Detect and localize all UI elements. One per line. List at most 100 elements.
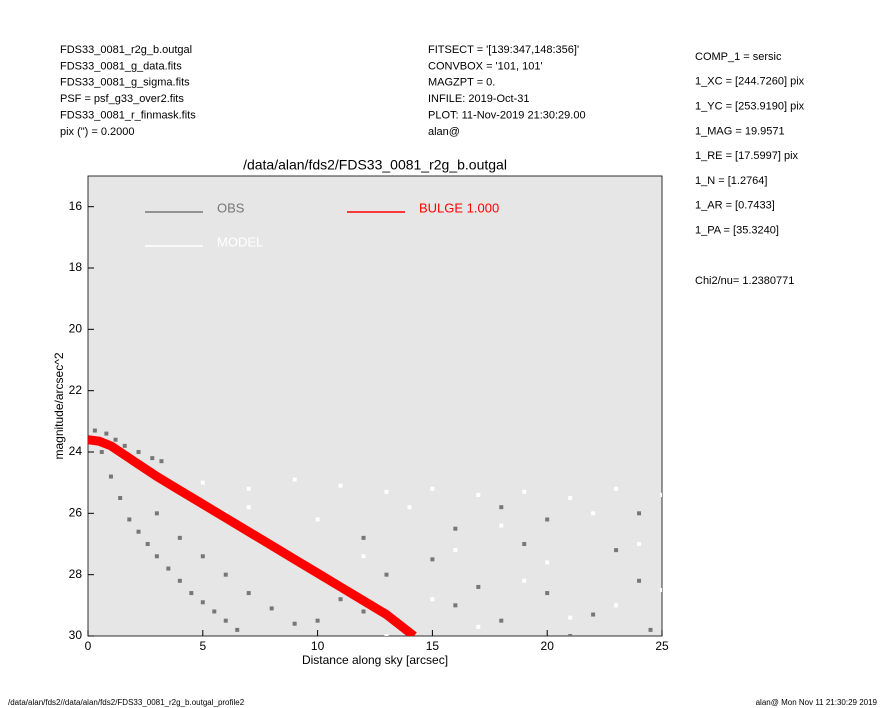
data-point: [315, 517, 320, 522]
data-point: [166, 566, 171, 571]
data-point: [122, 443, 127, 448]
x-tick-label: 10: [311, 639, 325, 653]
x-tick-label: 20: [541, 639, 555, 653]
y-tick-label: 22: [69, 383, 83, 397]
y-tick-label: 30: [69, 628, 83, 642]
data-point: [118, 496, 123, 500]
header-text: PSF = psf_g33_over2.fits: [60, 93, 184, 105]
data-point: [108, 474, 113, 479]
data-point: [104, 431, 109, 436]
data-point: [545, 517, 550, 522]
data-point: [430, 557, 435, 562]
data-point: [212, 609, 217, 614]
data-point: [145, 542, 150, 546]
data-point: [246, 591, 251, 596]
data-point: [614, 603, 619, 608]
param-text: 1_YC = [253.9190] pix: [695, 101, 805, 113]
header-text: FITSECT = '[139:347,148:356]': [428, 44, 579, 56]
data-point: [150, 456, 155, 461]
param-text: 1_XC = [244.7260] pix: [695, 76, 805, 88]
data-point: [637, 578, 642, 583]
data-point: [660, 588, 662, 592]
data-point: [476, 584, 481, 589]
model-line: [88, 435, 417, 636]
param-text: COMP_1 = sersic: [695, 51, 782, 63]
data-point: [361, 535, 366, 540]
data-point: [127, 517, 132, 522]
data-point: [648, 627, 653, 632]
data-point: [453, 526, 458, 531]
x-tick-label: 25: [655, 639, 669, 653]
data-point: [235, 627, 240, 632]
data-point: [361, 554, 366, 559]
data-point: [200, 600, 205, 605]
data-point: [361, 609, 366, 614]
data-point: [292, 477, 297, 482]
header-text: PLOT: 11-Nov-2019 21:30:29.00: [428, 110, 586, 122]
data-point: [315, 618, 320, 623]
footer-right: alan@ Mon Nov 11 21:30:29 2019: [756, 698, 878, 707]
data-point: [246, 486, 251, 491]
header-text: alan@: [428, 126, 460, 138]
header-text: MAGZPT = 0.: [428, 77, 495, 89]
data-point: [453, 603, 458, 608]
data-point: [499, 523, 504, 528]
data-point: [384, 634, 389, 636]
data-point: [614, 548, 619, 553]
header-text: INFILE: 2019-Oct-31: [428, 93, 530, 105]
header-text: FDS33_0081_g_data.fits: [60, 60, 182, 72]
param-text: 1_AR = [0.7433]: [695, 200, 775, 212]
data-point: [159, 459, 164, 464]
data-point: [338, 483, 343, 488]
data-point: [545, 591, 550, 596]
data-point: [189, 591, 194, 596]
data-point: [200, 554, 205, 559]
legend-label: OBS: [217, 200, 245, 215]
data-point: [269, 606, 274, 611]
data-point: [384, 489, 389, 494]
data-point: [136, 529, 141, 534]
y-tick-label: 24: [69, 444, 83, 458]
data-point: [430, 486, 435, 491]
data-point: [453, 548, 458, 553]
x-tick-label: 15: [426, 639, 440, 653]
data-point: [407, 505, 412, 510]
data-point: [522, 578, 527, 583]
data-point: [154, 511, 159, 516]
data-point: [614, 486, 619, 491]
data-point: [591, 511, 596, 516]
param-text: 1_MAG = 19.9571: [695, 125, 785, 137]
legend-label: BULGE 1.000: [419, 200, 499, 215]
y-tick-label: 16: [69, 199, 83, 213]
header-text: FDS33_0081_r_finmask.fits: [60, 110, 196, 122]
x-tick-label: 0: [85, 639, 92, 653]
data-point: [338, 597, 343, 602]
plot-area: [87, 175, 663, 637]
param-text: 1_RE = [17.5997] pix: [695, 150, 799, 162]
data-point: [568, 634, 573, 636]
data-point: [200, 480, 205, 485]
data-point: [568, 615, 573, 620]
y-tick-label: 18: [69, 260, 83, 274]
data-point: [660, 492, 662, 497]
data-point: [292, 621, 297, 626]
data-point: [384, 572, 389, 577]
data-point: [591, 612, 596, 617]
y-axis-label: magnitude/arcsec^2: [52, 352, 66, 459]
data-point: [246, 505, 251, 510]
data-point: [637, 511, 642, 516]
data-point: [522, 542, 527, 546]
y-tick-label: 26: [69, 506, 83, 520]
data-point: [499, 618, 504, 623]
header-text: pix (") = 0.2000: [60, 126, 135, 138]
data-point: [223, 618, 228, 623]
header-text: FDS33_0081_r2g_b.outgal: [60, 44, 192, 56]
header-text: CONVBOX = '101, 101': [428, 60, 543, 72]
footer-left: /data/alan/fds2//data/alan/fds2/FDS33_00…: [8, 698, 245, 707]
data-point: [476, 624, 481, 629]
data-point: [177, 535, 182, 540]
param-text: 1_N = [1.2764]: [695, 175, 767, 187]
chart-title: /data/alan/fds2/FDS33_0081_r2g_b.outgal: [243, 157, 507, 173]
chi2: Chi2/nu= 1.2380771: [695, 275, 794, 287]
